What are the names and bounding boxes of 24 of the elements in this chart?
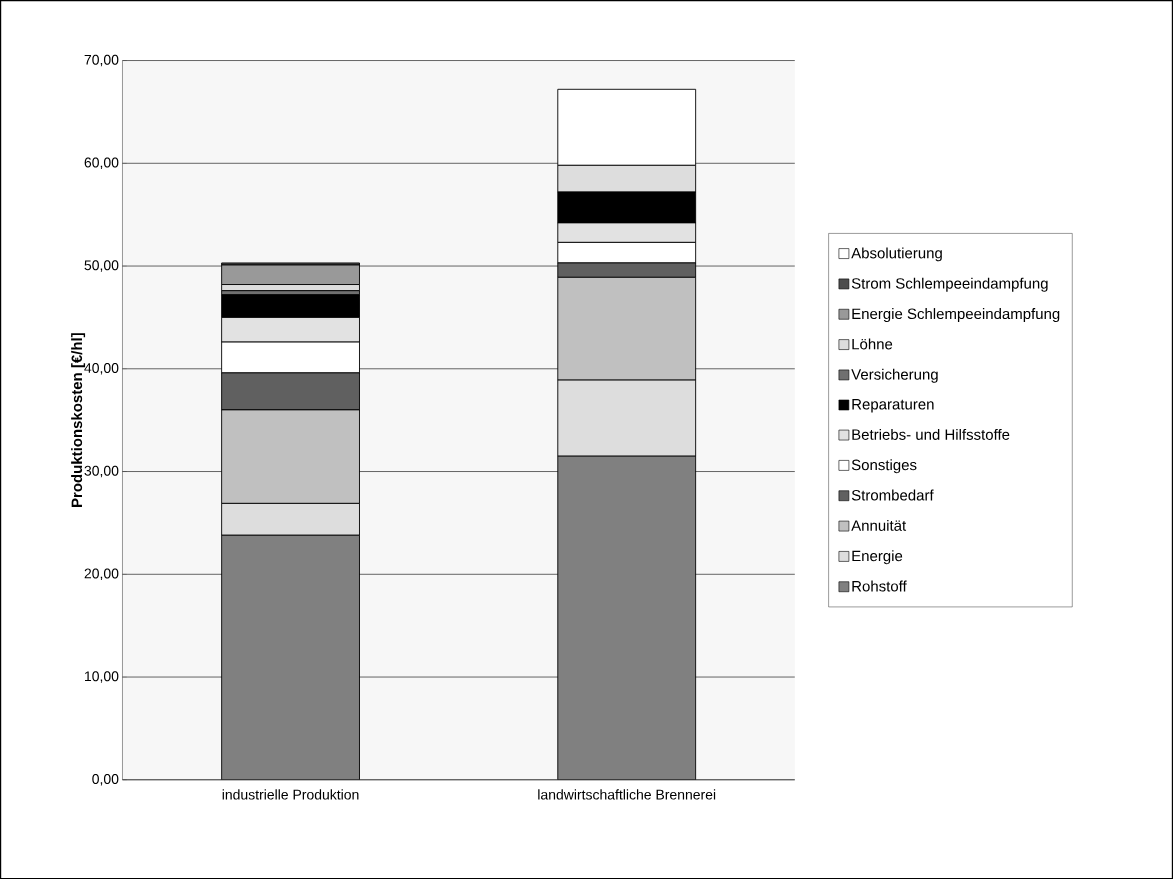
bar: [557, 455, 697, 780]
legend-label: Betriebs- und Hilfsstoffe: [852, 428, 1010, 440]
legend-label: Versicherung: [851, 368, 938, 383]
legend-label: Absolutierung: [851, 247, 942, 262]
legend-label: Annuität: [851, 519, 907, 531]
y-tick-label: 50,00: [84, 260, 119, 272]
legend-label: Strom Schlempeeindampfung: [851, 277, 1048, 292]
y-tick-label: 20,00: [84, 568, 119, 580]
y-tick-label: 0,00: [92, 773, 119, 786]
y-tick-label: 70,00: [84, 54, 119, 67]
x-tick-label: landwirtschaftliche Brennerei: [538, 789, 716, 800]
legend-label: Sonstiges: [851, 459, 917, 474]
legend-label: Rohstoff: [852, 580, 907, 592]
legend-label: Löhne: [852, 338, 893, 350]
legend-label: Reparaturen: [852, 398, 934, 413]
legend-label: Energie: [852, 550, 903, 565]
legend-label: Strombedarf: [851, 489, 934, 501]
y-tick-label: 60,00: [84, 157, 119, 169]
y-tick-label: 30,00: [84, 465, 119, 478]
legend-label: Energie Schlempeeindampfung: [852, 307, 1060, 322]
y-tick-label: 10,00: [85, 671, 119, 683]
x-tick-label: industrielle Produktion: [222, 789, 359, 800]
y-tick-label: 40,00: [84, 362, 119, 375]
bar: [221, 534, 360, 780]
